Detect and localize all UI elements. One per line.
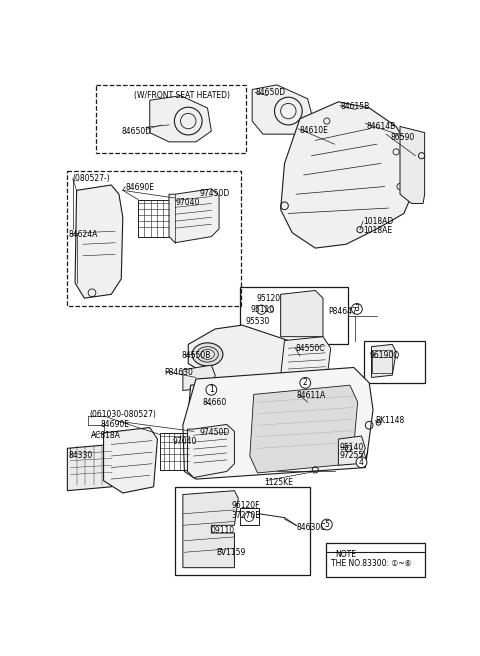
Text: 84660: 84660 [203,398,227,407]
Polygon shape [188,325,288,383]
Bar [326,543,425,577]
Polygon shape [183,491,238,567]
Text: 84624A: 84624A [68,230,97,239]
Bar [138,199,169,237]
Text: AC818A: AC818A [91,432,121,440]
Text: 84690E: 84690E [100,420,130,429]
Bar [240,508,259,525]
Circle shape [322,519,332,530]
Text: (061030-080527): (061030-080527) [89,410,156,419]
Text: 2: 2 [303,379,308,388]
Text: THE NO.83300: ①~⑥: THE NO.83300: ①~⑥ [331,559,411,568]
Ellipse shape [192,343,223,366]
Polygon shape [281,291,323,337]
Bar [160,433,189,470]
Text: 1: 1 [209,385,214,394]
Text: NOTE: NOTE [336,550,356,559]
Bar [372,350,392,373]
Polygon shape [67,445,115,491]
Text: 97040: 97040 [172,437,196,446]
Polygon shape [250,385,358,473]
Text: 95110: 95110 [251,305,275,314]
Ellipse shape [202,388,244,416]
Text: 3: 3 [354,304,360,314]
Text: 86590: 86590 [391,133,415,142]
Text: 84610E: 84610E [299,127,328,135]
Polygon shape [150,96,211,142]
Polygon shape [252,85,314,134]
Circle shape [351,304,362,314]
Text: 1125KE: 1125KE [264,478,293,487]
Text: 84611A: 84611A [297,390,326,400]
Text: 97450D: 97450D [200,189,230,198]
Text: 1018AD: 1018AD [363,217,393,226]
Text: P84647: P84647 [328,306,357,316]
Polygon shape [400,127,425,203]
Text: 84650D: 84650D [255,88,286,97]
Text: (W/FRONT SEAT HEATED): (W/FRONT SEAT HEATED) [134,91,230,100]
Polygon shape [188,379,263,424]
Text: 95530: 95530 [246,318,270,327]
Polygon shape [104,428,157,493]
Bar [240,287,348,344]
Polygon shape [183,367,373,479]
Text: 96120F: 96120F [231,501,260,510]
Polygon shape [372,344,396,377]
Text: 97450D: 97450D [199,428,229,436]
Bar [175,487,310,575]
Polygon shape [75,185,123,298]
Text: BK1148: BK1148 [375,416,405,425]
Bar [364,340,425,383]
Text: 97255V: 97255V [340,451,370,461]
Text: BV1159: BV1159 [216,548,245,557]
Text: 84615B: 84615B [341,102,370,111]
Text: 95140: 95140 [340,443,364,452]
Text: 84650D: 84650D [121,127,151,136]
Polygon shape [183,365,215,390]
Polygon shape [188,424,234,478]
Text: 1018AE: 1018AE [363,226,392,235]
Circle shape [356,457,367,468]
Text: 97040: 97040 [175,198,200,207]
Text: 84550B: 84550B [181,350,211,359]
Polygon shape [281,337,331,387]
Text: 09110: 09110 [211,526,235,535]
Circle shape [300,377,311,388]
Text: 84630C: 84630C [297,523,326,532]
Text: 84614B: 84614B [366,122,396,131]
Polygon shape [169,189,219,243]
Bar [67,171,240,306]
Text: 84690E: 84690E [125,182,154,192]
Text: 95120: 95120 [257,295,281,303]
Text: 84550C: 84550C [295,344,325,354]
Text: 96190Q: 96190Q [369,350,399,359]
Text: (080527-): (080527-) [73,174,110,183]
Text: 4: 4 [359,458,364,466]
Circle shape [206,384,217,395]
Polygon shape [338,436,365,465]
Text: 5: 5 [324,520,329,529]
Text: 37270B: 37270B [231,510,261,520]
Bar [96,85,246,153]
Text: 84330: 84330 [68,451,92,461]
Text: P84630: P84630 [164,368,193,377]
Polygon shape [281,102,415,248]
